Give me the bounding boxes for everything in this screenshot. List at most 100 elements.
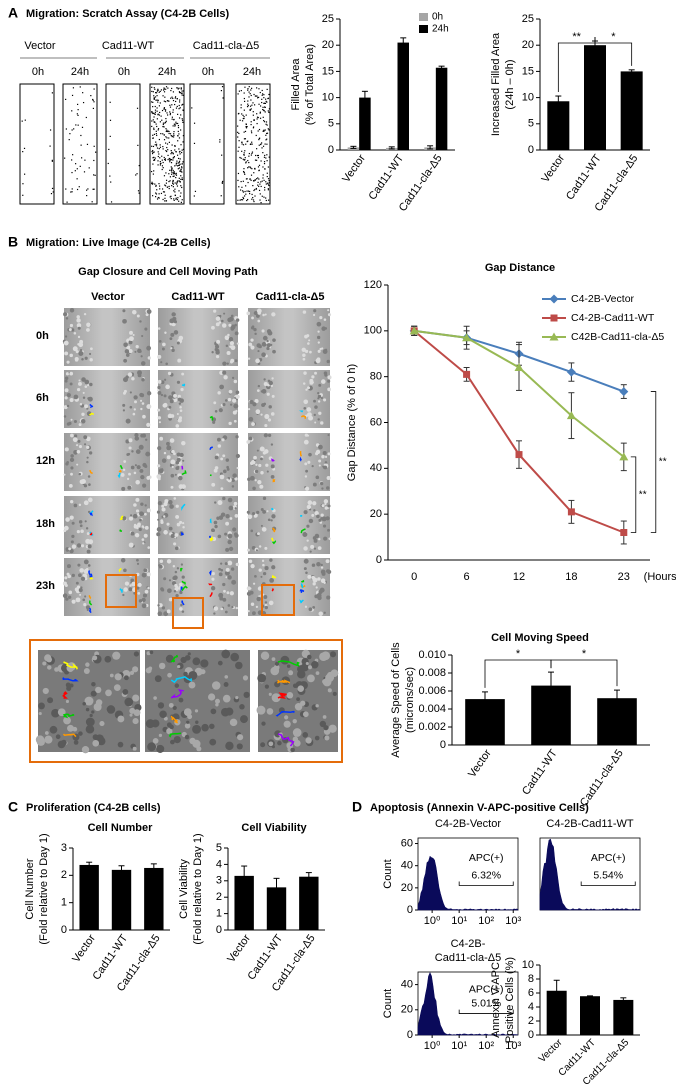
cell-dot (172, 157, 174, 159)
cell-speck (227, 575, 232, 580)
time-label: 24h (158, 66, 176, 78)
cell-dot (75, 124, 77, 126)
cell-dot (159, 164, 162, 166)
cell-speck (211, 325, 215, 330)
cell-dot (175, 122, 177, 125)
y-tick-label: 0 (407, 904, 413, 916)
bar (299, 876, 319, 930)
cell-speck (257, 350, 260, 353)
cell-dot (151, 125, 153, 128)
cell-speck (65, 699, 70, 704)
cell-dot (168, 132, 170, 135)
cell-speck (131, 376, 135, 381)
x-tick-label: 10³ (505, 915, 521, 927)
cell-speck (84, 696, 94, 706)
cell-speck (42, 687, 49, 695)
cell-speck (75, 444, 79, 447)
cell-dot (155, 130, 157, 132)
cell-speck (175, 585, 179, 589)
cell-speck (55, 734, 61, 740)
y-tick-label: 20 (401, 882, 413, 894)
cell-speck (316, 561, 321, 567)
cell-speck (235, 318, 240, 322)
cell-dot (154, 105, 156, 108)
cell-dot (245, 114, 247, 116)
y-tick-label: 0 (528, 1029, 534, 1041)
cell-dot (176, 160, 178, 162)
cell-speck (157, 501, 162, 506)
cell-dot (268, 93, 270, 96)
cell-dot (169, 104, 171, 106)
cell-dot (180, 129, 182, 131)
cell-speck (143, 568, 148, 573)
cell-speck (302, 353, 306, 358)
cell-dot (152, 157, 154, 159)
y-tick-label: 60 (401, 837, 413, 849)
cell-speck (73, 503, 78, 508)
cell-speck (326, 359, 330, 364)
cell-dot (247, 88, 249, 90)
cell-dot (240, 199, 242, 201)
cell-speck (250, 563, 255, 569)
cell-dot (178, 164, 181, 166)
cell-dot (165, 117, 167, 120)
cell-dot (175, 100, 177, 103)
gate-value: 5.54% (593, 869, 623, 881)
cell-speck (75, 597, 81, 603)
cell-speck (216, 516, 220, 520)
y-tick-label: 0 (407, 1029, 413, 1041)
cell-speck (175, 514, 180, 519)
cell-dot (251, 87, 253, 89)
cell-speck (312, 606, 316, 609)
cell-speck (320, 517, 323, 520)
cell-dot (163, 107, 165, 109)
cell-dot (153, 133, 156, 135)
cell-speck (214, 466, 219, 470)
cell-speck (217, 444, 222, 448)
cell-speck (252, 512, 256, 516)
cell-dot (158, 91, 160, 93)
cell-dot (179, 150, 181, 153)
cell-track (118, 567, 122, 573)
cell-dot (169, 114, 171, 116)
cell-speck (225, 547, 230, 552)
cell-dot (268, 180, 270, 182)
cell-speck (315, 671, 320, 675)
cell-speck (156, 527, 162, 532)
cell-dot (244, 138, 247, 140)
cell-dot (156, 147, 159, 149)
cell-speck (166, 445, 172, 451)
cell-speck (297, 670, 306, 679)
cell-dot (164, 109, 167, 111)
cell-speck (325, 559, 330, 564)
cell-speck (257, 480, 262, 485)
cell-speck (76, 543, 82, 548)
cell-speck (125, 353, 130, 357)
cell-speck (224, 675, 229, 679)
histogram (417, 971, 519, 1036)
bar (620, 71, 643, 150)
cell-speck (146, 309, 152, 314)
cell-dot (177, 122, 179, 125)
cell-speck (124, 349, 130, 354)
cell-dot (254, 168, 256, 170)
cell-dot (244, 173, 246, 175)
cell-speck (129, 670, 135, 675)
cell-speck (128, 438, 133, 443)
point (619, 387, 629, 397)
cell-speck (161, 468, 164, 471)
cell-speck (307, 386, 311, 390)
cell-speck (160, 393, 164, 397)
cell-speck (92, 655, 98, 661)
x-tick-label: 10⁰ (424, 1040, 441, 1052)
cell-speck (232, 398, 237, 403)
cell-dot (165, 200, 167, 202)
cell-dot (173, 175, 175, 177)
y-tick-label: 25 (322, 13, 334, 25)
cell-dot (178, 162, 180, 164)
cell-speck (141, 433, 147, 438)
cell-speck (171, 465, 174, 468)
cell-dot (266, 132, 268, 135)
cell-speck (161, 507, 166, 512)
cell-speck (318, 383, 322, 387)
